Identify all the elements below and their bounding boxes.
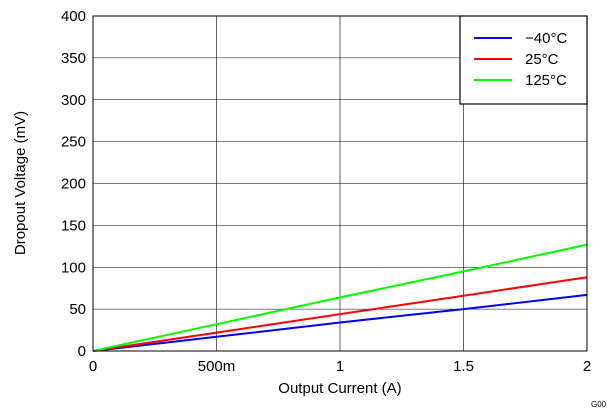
- series-line: [92, 293, 588, 352]
- plot-frame: [92, 15, 588, 352]
- y-tick-label: 350: [61, 50, 86, 67]
- series-line: [92, 276, 588, 352]
- legend: −40°C 25°C 125°C: [459, 15, 588, 105]
- y-tick-label: 100: [61, 259, 86, 276]
- y-tick-label: 250: [61, 134, 86, 151]
- x-tick-labels: 0 500m 1 1.5 2: [89, 358, 591, 375]
- x-tick-label: 500m: [198, 358, 236, 375]
- x-tick-label: 1.5: [453, 358, 474, 375]
- y-tick-label: 400: [61, 8, 86, 25]
- figure-id-footnote: G00: [591, 400, 607, 409]
- y-tick-label: 200: [61, 176, 86, 193]
- y-tick-label: 300: [61, 92, 86, 109]
- legend-label: −40°C: [525, 30, 567, 47]
- y-tick-label: 150: [61, 217, 86, 234]
- y-tick-label: 0: [78, 343, 86, 360]
- x-tick-label: 0: [89, 358, 97, 375]
- y-tick-label: 50: [69, 301, 86, 318]
- x-tick-label: 1: [336, 358, 344, 375]
- y-axis-label: Dropout Voltage (mV): [12, 111, 29, 255]
- y-tick-labels: 0 50 100 150 200 250 300 350 400: [61, 8, 86, 360]
- legend-label: 125°C: [525, 72, 567, 89]
- x-axis-label: Output Current (A): [278, 380, 401, 397]
- x-tick-label: 2: [583, 358, 591, 375]
- legend-label: 25°C: [525, 51, 559, 68]
- series-lines: [92, 243, 588, 352]
- series-line: [92, 243, 588, 352]
